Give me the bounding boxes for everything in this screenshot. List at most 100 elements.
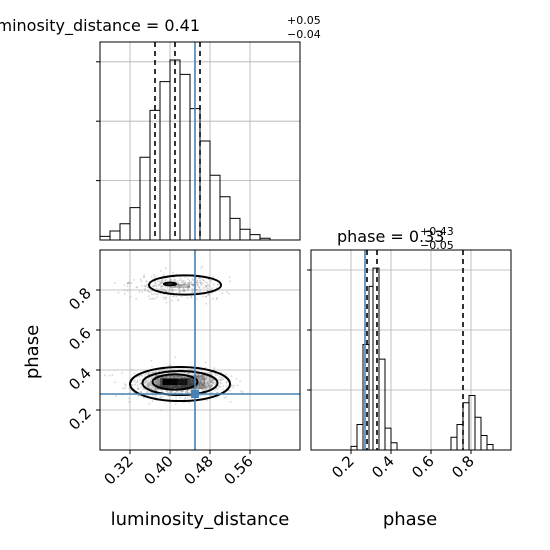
joint-sample-point xyxy=(173,386,176,389)
joint-sample-point xyxy=(187,378,190,381)
joint-sample-point xyxy=(136,386,139,389)
joint-sample-point xyxy=(169,390,172,393)
joint-sample-point xyxy=(164,290,167,293)
joint-sample-point xyxy=(211,384,214,386)
joint-sample-point xyxy=(178,375,180,378)
joint-sample-point xyxy=(123,284,126,287)
joint-sample-point xyxy=(183,282,186,285)
joint-sample-point xyxy=(147,295,150,297)
joint-sample-point xyxy=(213,382,216,385)
joint-sample-point xyxy=(182,386,184,388)
joint-sample-point xyxy=(157,379,160,382)
joint-sample-point xyxy=(199,375,202,378)
joint-sample-point xyxy=(176,390,179,393)
phase-quantile-lines xyxy=(364,250,464,450)
joint-sample-point xyxy=(191,278,194,280)
joint-sample-point xyxy=(192,283,195,286)
joint-contour-0 xyxy=(129,366,231,402)
joint-sample-point xyxy=(205,383,208,386)
joint-sample-point xyxy=(182,390,185,393)
joint-sample-point xyxy=(212,382,215,384)
joint-sample-point xyxy=(173,376,176,379)
joint-sample-point xyxy=(179,396,181,399)
joint-sample-point xyxy=(161,279,164,281)
y-axis-label-phase: phase xyxy=(22,325,43,379)
joint-sample-point xyxy=(189,383,192,386)
joint-sample-point xyxy=(201,265,204,268)
joint-sample-point xyxy=(181,385,183,388)
joint-sample-point xyxy=(174,403,177,405)
joint-sample-point xyxy=(138,290,141,293)
joint-sample-point xyxy=(206,375,209,378)
joint-sample-point xyxy=(205,377,208,380)
joint-sample-point xyxy=(159,384,162,387)
joint-sample-point xyxy=(104,374,106,377)
marginal-luminosity-distance-panel xyxy=(96,41,301,241)
joint-sample-point xyxy=(180,386,183,389)
lum-bin-10 xyxy=(199,140,211,240)
joint-sample-point xyxy=(221,377,224,379)
joint-truth-lines xyxy=(100,250,300,450)
joint-sample-point xyxy=(181,289,184,292)
lum-panel-frame xyxy=(99,41,301,241)
joint-sample-point xyxy=(142,276,145,278)
joint-sample-point xyxy=(192,383,195,386)
joint-sample-point xyxy=(207,384,210,386)
joint-sample-point xyxy=(188,391,191,394)
title-lum-prefix: luminosity_distance = xyxy=(0,16,164,36)
joint-sample-point xyxy=(192,382,195,385)
joint-sample-point xyxy=(211,379,214,381)
joint-sample-point xyxy=(153,285,156,287)
joint-sample-point xyxy=(187,285,189,288)
phase-bin-3 xyxy=(368,285,374,450)
joint-sample-point xyxy=(144,381,147,384)
joint-sample-point xyxy=(123,292,126,295)
joint-sample-point xyxy=(140,391,142,394)
joint-sample-point xyxy=(210,381,213,384)
lum-bin-15 xyxy=(249,234,261,240)
joint-sample-point xyxy=(189,383,192,386)
joint-sample-point xyxy=(165,377,168,380)
joint-sample-point xyxy=(209,376,212,379)
joint-sample-point xyxy=(184,283,186,285)
joint-sample-point xyxy=(185,385,187,388)
joint-sample-point xyxy=(199,386,202,389)
title-lum-median: 0.41 xyxy=(164,16,200,35)
joint-sample-point xyxy=(172,295,174,298)
joint-sample-point xyxy=(169,391,172,394)
joint-sample-point xyxy=(187,287,190,290)
joint-sample-point xyxy=(212,381,215,384)
joint-sample-point xyxy=(196,290,199,293)
joint-sample-point xyxy=(184,385,187,388)
joint-sample-point xyxy=(150,387,153,390)
joint-sample-point xyxy=(197,375,200,378)
joint-sample-point xyxy=(187,391,189,394)
joint-sample-point xyxy=(199,381,202,384)
joint-sample-point xyxy=(174,278,177,281)
joint-sample-point xyxy=(153,293,156,295)
joint-sample-point xyxy=(174,377,177,380)
joint-sample-point xyxy=(206,289,209,292)
joint-sample-point xyxy=(185,389,188,392)
joint-sample-point xyxy=(182,283,185,285)
phase-bin-4 xyxy=(372,267,380,450)
joint-sample-point xyxy=(180,385,183,388)
joint-sample-point xyxy=(211,373,213,376)
joint-sample-point xyxy=(182,287,185,290)
joint-sample-point xyxy=(198,383,200,386)
joint-sample-point xyxy=(199,289,202,292)
joint-sample-point xyxy=(152,273,155,276)
joint-y-tick-label-0: 0.2 xyxy=(65,404,95,434)
joint-sample-point xyxy=(168,364,171,367)
joint-sample-point xyxy=(213,367,216,370)
joint-truth-marker xyxy=(191,390,199,398)
joint-sample-point xyxy=(144,289,147,292)
joint-sample-point xyxy=(192,284,195,286)
joint-sample-point xyxy=(177,281,180,284)
joint-sample-point xyxy=(203,385,206,388)
joint-sample-point xyxy=(209,385,212,388)
joint-sample-point xyxy=(174,375,177,378)
joint-sample-point xyxy=(191,287,194,290)
joint-sample-point xyxy=(179,283,181,286)
joint-sample-point xyxy=(188,372,190,375)
